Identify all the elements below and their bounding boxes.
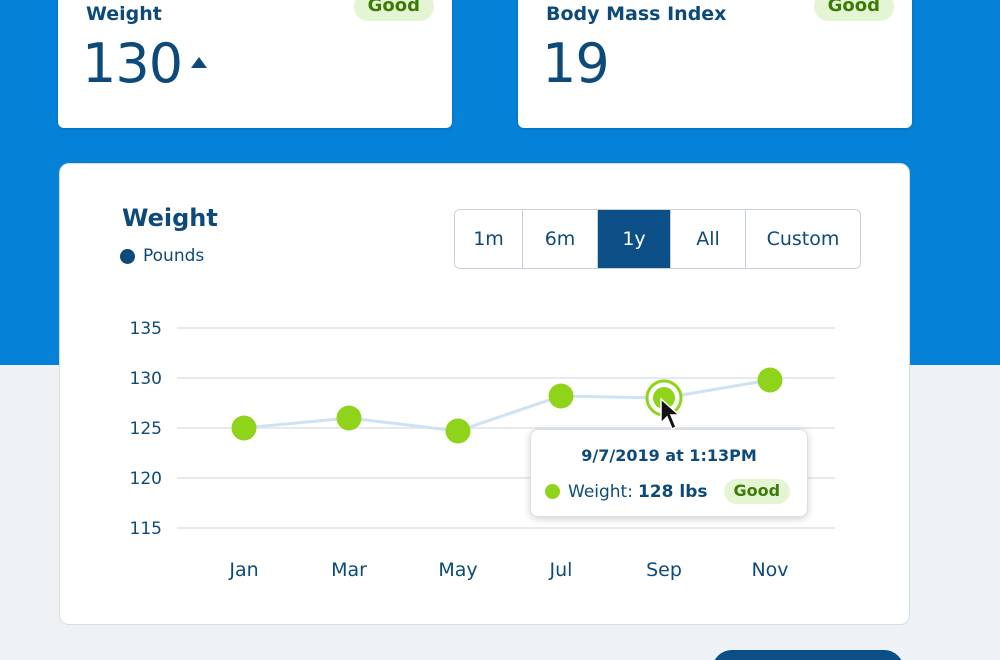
range-button-1m[interactable]: 1m (455, 210, 523, 268)
weight-line-chart: 135 130 125 120 115 Jan Mar May Jul Sep Nov (130, 319, 835, 581)
x-tick-label: Jul (549, 559, 573, 581)
series-line (243, 378, 771, 433)
tooltip-value: 128 lbs (637, 481, 708, 502)
y-tick-label: 135 (130, 319, 162, 339)
y-tick-label: 115 (130, 519, 162, 539)
data-point (445, 418, 471, 444)
data-point (548, 383, 574, 409)
tooltip-date: 9/7/2019 at 1:13PM (581, 446, 757, 465)
time-range-selector: 1m 6m 1y All Custom (454, 209, 861, 269)
tooltip-status-badge: Good (723, 479, 791, 504)
y-tick-label: 120 (130, 469, 162, 489)
y-tick-label: 125 (130, 419, 162, 439)
x-tick-label: Mar (331, 559, 367, 581)
highlighted-data-point (653, 387, 675, 409)
range-button-6m[interactable]: 6m (523, 210, 598, 268)
tooltip-label: Weight: (568, 481, 633, 502)
data-point (336, 405, 362, 431)
weight-status-badge: Good (353, 0, 434, 21)
bmi-stat-label: Body Mass Index (546, 3, 727, 25)
x-tick-label: Nov (751, 559, 788, 581)
chart-title: Weight (122, 204, 218, 232)
weight-chart-card: Weight Pounds 1m 6m 1y All Custom 135 130… (59, 163, 910, 625)
mouse-pointer-icon (660, 398, 681, 431)
weight-stat-label: Weight (86, 3, 162, 25)
trend-up-icon (191, 57, 207, 68)
legend-dot-icon (120, 248, 135, 264)
bmi-stat-value: 19 (542, 32, 610, 95)
x-tick-label: Jan (228, 559, 258, 581)
data-point (231, 415, 257, 441)
range-button-1y[interactable]: 1y (598, 210, 671, 268)
range-button-all[interactable]: All (671, 210, 746, 268)
weight-stat-value: 130 (82, 32, 183, 95)
x-tick-label: Sep (646, 559, 682, 581)
y-tick-label: 130 (130, 369, 162, 389)
tooltip-row: Weight: 128 lbs Good (545, 479, 791, 504)
data-point-tooltip: 9/7/2019 at 1:13PM Weight: 128 lbs Good (530, 429, 808, 517)
range-button-custom[interactable]: Custom (746, 210, 860, 268)
bmi-stat-card[interactable]: Body Mass Index 19 Good (518, 0, 912, 128)
tooltip-dot-icon (545, 484, 560, 499)
bottom-action-button[interactable] (712, 650, 904, 660)
weight-stat-card[interactable]: Weight 130 Good (58, 0, 452, 128)
chart-legend: Pounds (120, 246, 204, 266)
x-tick-label: May (438, 559, 477, 581)
bmi-status-badge: Good (813, 0, 894, 21)
legend-label: Pounds (143, 246, 205, 266)
data-point (757, 367, 783, 393)
